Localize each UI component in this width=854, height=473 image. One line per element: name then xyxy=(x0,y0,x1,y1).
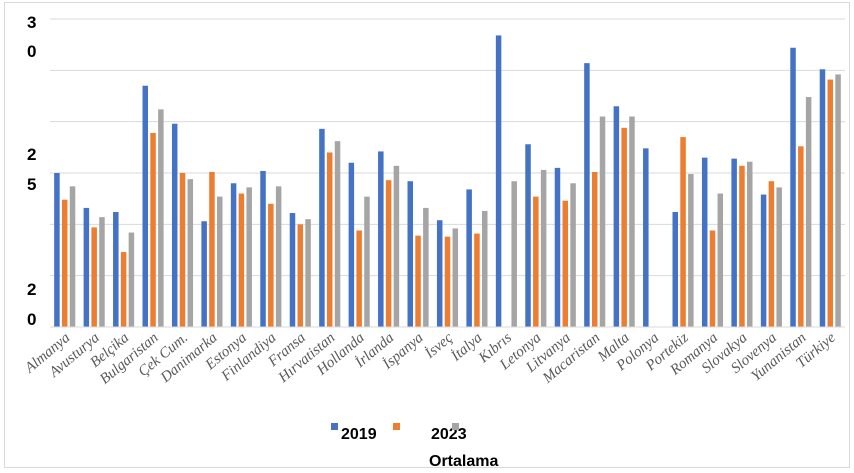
bar-2023 xyxy=(356,230,362,327)
bar-ortalama xyxy=(246,187,252,327)
bar-ortalama xyxy=(688,174,694,327)
bar-2019 xyxy=(201,221,207,327)
bar-ortalama xyxy=(158,109,164,327)
bar-ortalama xyxy=(393,165,400,327)
bar-ortalama xyxy=(805,97,812,327)
bar-2023 xyxy=(120,252,127,327)
bar-2023 xyxy=(268,203,274,327)
y-tick-label: 0 xyxy=(27,310,36,329)
bar-ortalama xyxy=(128,232,135,327)
x-tick-label: İsveç xyxy=(421,330,456,363)
bar-2023 xyxy=(209,171,215,327)
bar-2023 xyxy=(798,146,804,327)
bar-2019 xyxy=(613,106,620,328)
y-tick-label: 3 xyxy=(27,13,36,32)
bar-2019 xyxy=(760,194,767,327)
bar-2019 xyxy=(171,123,178,327)
y-tick-label: 0 xyxy=(27,42,36,61)
bar-ortalama xyxy=(599,116,606,328)
bar-ortalama xyxy=(776,187,782,327)
y-axis-ticks: 3 0 2 5 2 0 xyxy=(27,13,36,329)
legend-label: Ortalama xyxy=(429,453,498,469)
bar-2019 xyxy=(819,69,826,327)
bar-2019 xyxy=(319,128,325,327)
bar-2019 xyxy=(113,212,119,327)
bar-ortalama xyxy=(570,183,576,327)
bar-2023 xyxy=(179,173,186,327)
bar-2023 xyxy=(326,152,333,327)
bar-2023 xyxy=(562,200,569,327)
bar-2023 xyxy=(591,171,598,327)
bar-ortalama xyxy=(364,196,370,327)
bar-2019 xyxy=(584,63,590,327)
bar-2019 xyxy=(230,183,237,327)
bar-2023 xyxy=(709,230,716,327)
legend-label: 2023 xyxy=(431,426,467,443)
bar-ortalama xyxy=(481,210,488,327)
bar-2023 xyxy=(385,180,392,327)
bar-2019 xyxy=(466,189,472,327)
y-tick-label: 2 xyxy=(27,145,36,164)
bar-ortalama xyxy=(452,228,459,327)
bar-ortalama xyxy=(629,116,635,328)
bar-2023 xyxy=(827,79,834,327)
bar-ortalama xyxy=(511,181,517,327)
legend-swatch xyxy=(331,423,338,430)
bar-chart: 3 0 2 5 2 0 AlmanyaAvusturyaBelçikaBulgarista… xyxy=(21,13,845,469)
bar-2023 xyxy=(768,181,775,327)
bar-2023 xyxy=(91,227,97,327)
bar-2019 xyxy=(495,35,502,327)
bar-2019 xyxy=(672,212,679,327)
bar-2019 xyxy=(378,151,384,327)
legend-swatch xyxy=(452,423,459,430)
bar-2019 xyxy=(83,207,90,327)
bar-ortalama xyxy=(99,217,105,327)
bar-2019 xyxy=(142,85,149,327)
bar-2019 xyxy=(554,167,561,327)
bar-2019 xyxy=(54,173,60,327)
bar-2023 xyxy=(739,165,745,327)
bar-ortalama xyxy=(717,193,724,327)
bar-ortalama xyxy=(216,196,223,327)
bar-2023 xyxy=(621,127,627,328)
y-tick-label: 5 xyxy=(27,175,36,194)
bar-2019 xyxy=(436,220,443,327)
bar-2019 xyxy=(289,213,296,327)
legend-label: 2019 xyxy=(341,426,377,443)
bar-ortalama xyxy=(275,186,282,327)
bar-2019 xyxy=(731,158,737,327)
bar-ortalama xyxy=(334,141,341,327)
bar-2023 xyxy=(680,137,686,327)
chart-frame: 3 0 2 5 2 0 Almanya Avusturya Belçika Bulgarista… xyxy=(4,2,850,469)
bar-2023 xyxy=(238,193,245,327)
bar-ortalama xyxy=(746,161,753,327)
bar-2019 xyxy=(407,181,414,327)
bar-2019 xyxy=(260,170,266,327)
bar-2023 xyxy=(297,224,304,327)
bar-2019 xyxy=(525,144,531,327)
bar-ortalama xyxy=(69,186,76,327)
bar-2019 xyxy=(701,157,708,327)
bar-2023 xyxy=(533,196,539,327)
bar-ortalama xyxy=(540,169,547,327)
legend-swatch xyxy=(393,423,400,430)
bar-2019 xyxy=(790,47,796,327)
bar-2019 xyxy=(348,162,355,327)
bars xyxy=(54,35,841,328)
bar-ortalama xyxy=(423,207,429,327)
bar-ortalama xyxy=(835,74,841,327)
bar-2023 xyxy=(444,236,451,327)
bar-2023 xyxy=(474,233,480,327)
y-tick-label: 2 xyxy=(27,280,36,299)
bar-2023 xyxy=(150,132,156,327)
bar-2023 xyxy=(415,235,421,327)
legend: 2019 2023 Ortalama xyxy=(331,423,498,469)
bar-ortalama xyxy=(305,219,311,327)
bar-ortalama xyxy=(187,179,194,327)
bar-2019 xyxy=(643,148,649,327)
bar-2023 xyxy=(61,199,68,327)
